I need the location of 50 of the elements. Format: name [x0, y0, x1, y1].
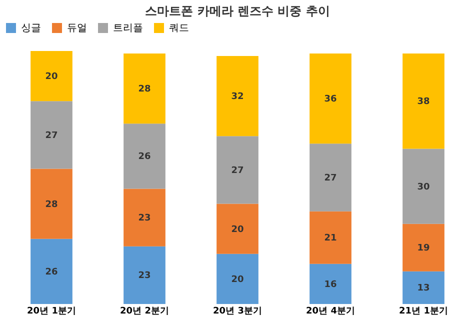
legend-label: 트리플 — [113, 23, 143, 34]
data-label: 20 — [231, 274, 244, 285]
data-label: 27 — [324, 174, 337, 184]
data-label: 27 — [45, 130, 58, 141]
x-tick-label: 20년 3분기 — [213, 306, 262, 316]
bar — [216, 56, 258, 136]
data-label: 23 — [138, 271, 151, 282]
bar — [402, 271, 444, 304]
legend-label: 싱글 — [21, 23, 41, 34]
bar — [30, 51, 72, 102]
x-tick-label: 20년 2분기 — [120, 306, 169, 316]
data-label: 28 — [138, 84, 151, 95]
bar — [30, 101, 72, 169]
chart-title: 스마트폰 카메라 렌즈수 비중 추이 — [145, 4, 330, 18]
legend-label: 듀얼 — [67, 23, 87, 34]
data-label: 19 — [417, 244, 430, 254]
data-label: 16 — [324, 280, 337, 290]
bar — [216, 136, 258, 204]
bar — [402, 148, 444, 224]
data-label: 20 — [45, 72, 58, 82]
bar — [402, 224, 444, 272]
data-label: 20 — [231, 224, 244, 235]
bar — [124, 188, 166, 246]
bar — [216, 204, 258, 254]
bar — [402, 54, 444, 149]
data-label: 26 — [138, 152, 151, 162]
bar — [124, 246, 166, 304]
data-label: 28 — [45, 200, 58, 210]
data-label: 23 — [138, 214, 151, 224]
bar — [124, 54, 166, 124]
data-label: 21 — [324, 234, 337, 244]
x-tick-label: 20년 4분기 — [306, 306, 355, 316]
legend-label: 쿼드 — [169, 23, 189, 34]
bar — [216, 254, 258, 304]
data-label: 38 — [417, 97, 430, 108]
data-label: 26 — [45, 267, 58, 278]
data-label: 30 — [417, 182, 430, 192]
data-label: 13 — [417, 284, 430, 294]
bar — [30, 238, 72, 304]
bar — [124, 124, 166, 189]
x-tick-label: 21년 1분기 — [399, 306, 448, 316]
bar — [30, 168, 72, 239]
bar — [310, 211, 352, 264]
data-label: 36 — [324, 94, 337, 105]
data-label: 27 — [231, 166, 244, 176]
x-tick-label: 20년 1분기 — [27, 306, 76, 316]
data-label: 32 — [231, 92, 244, 102]
bar — [310, 54, 352, 144]
bar — [310, 144, 352, 212]
bar — [310, 264, 352, 304]
